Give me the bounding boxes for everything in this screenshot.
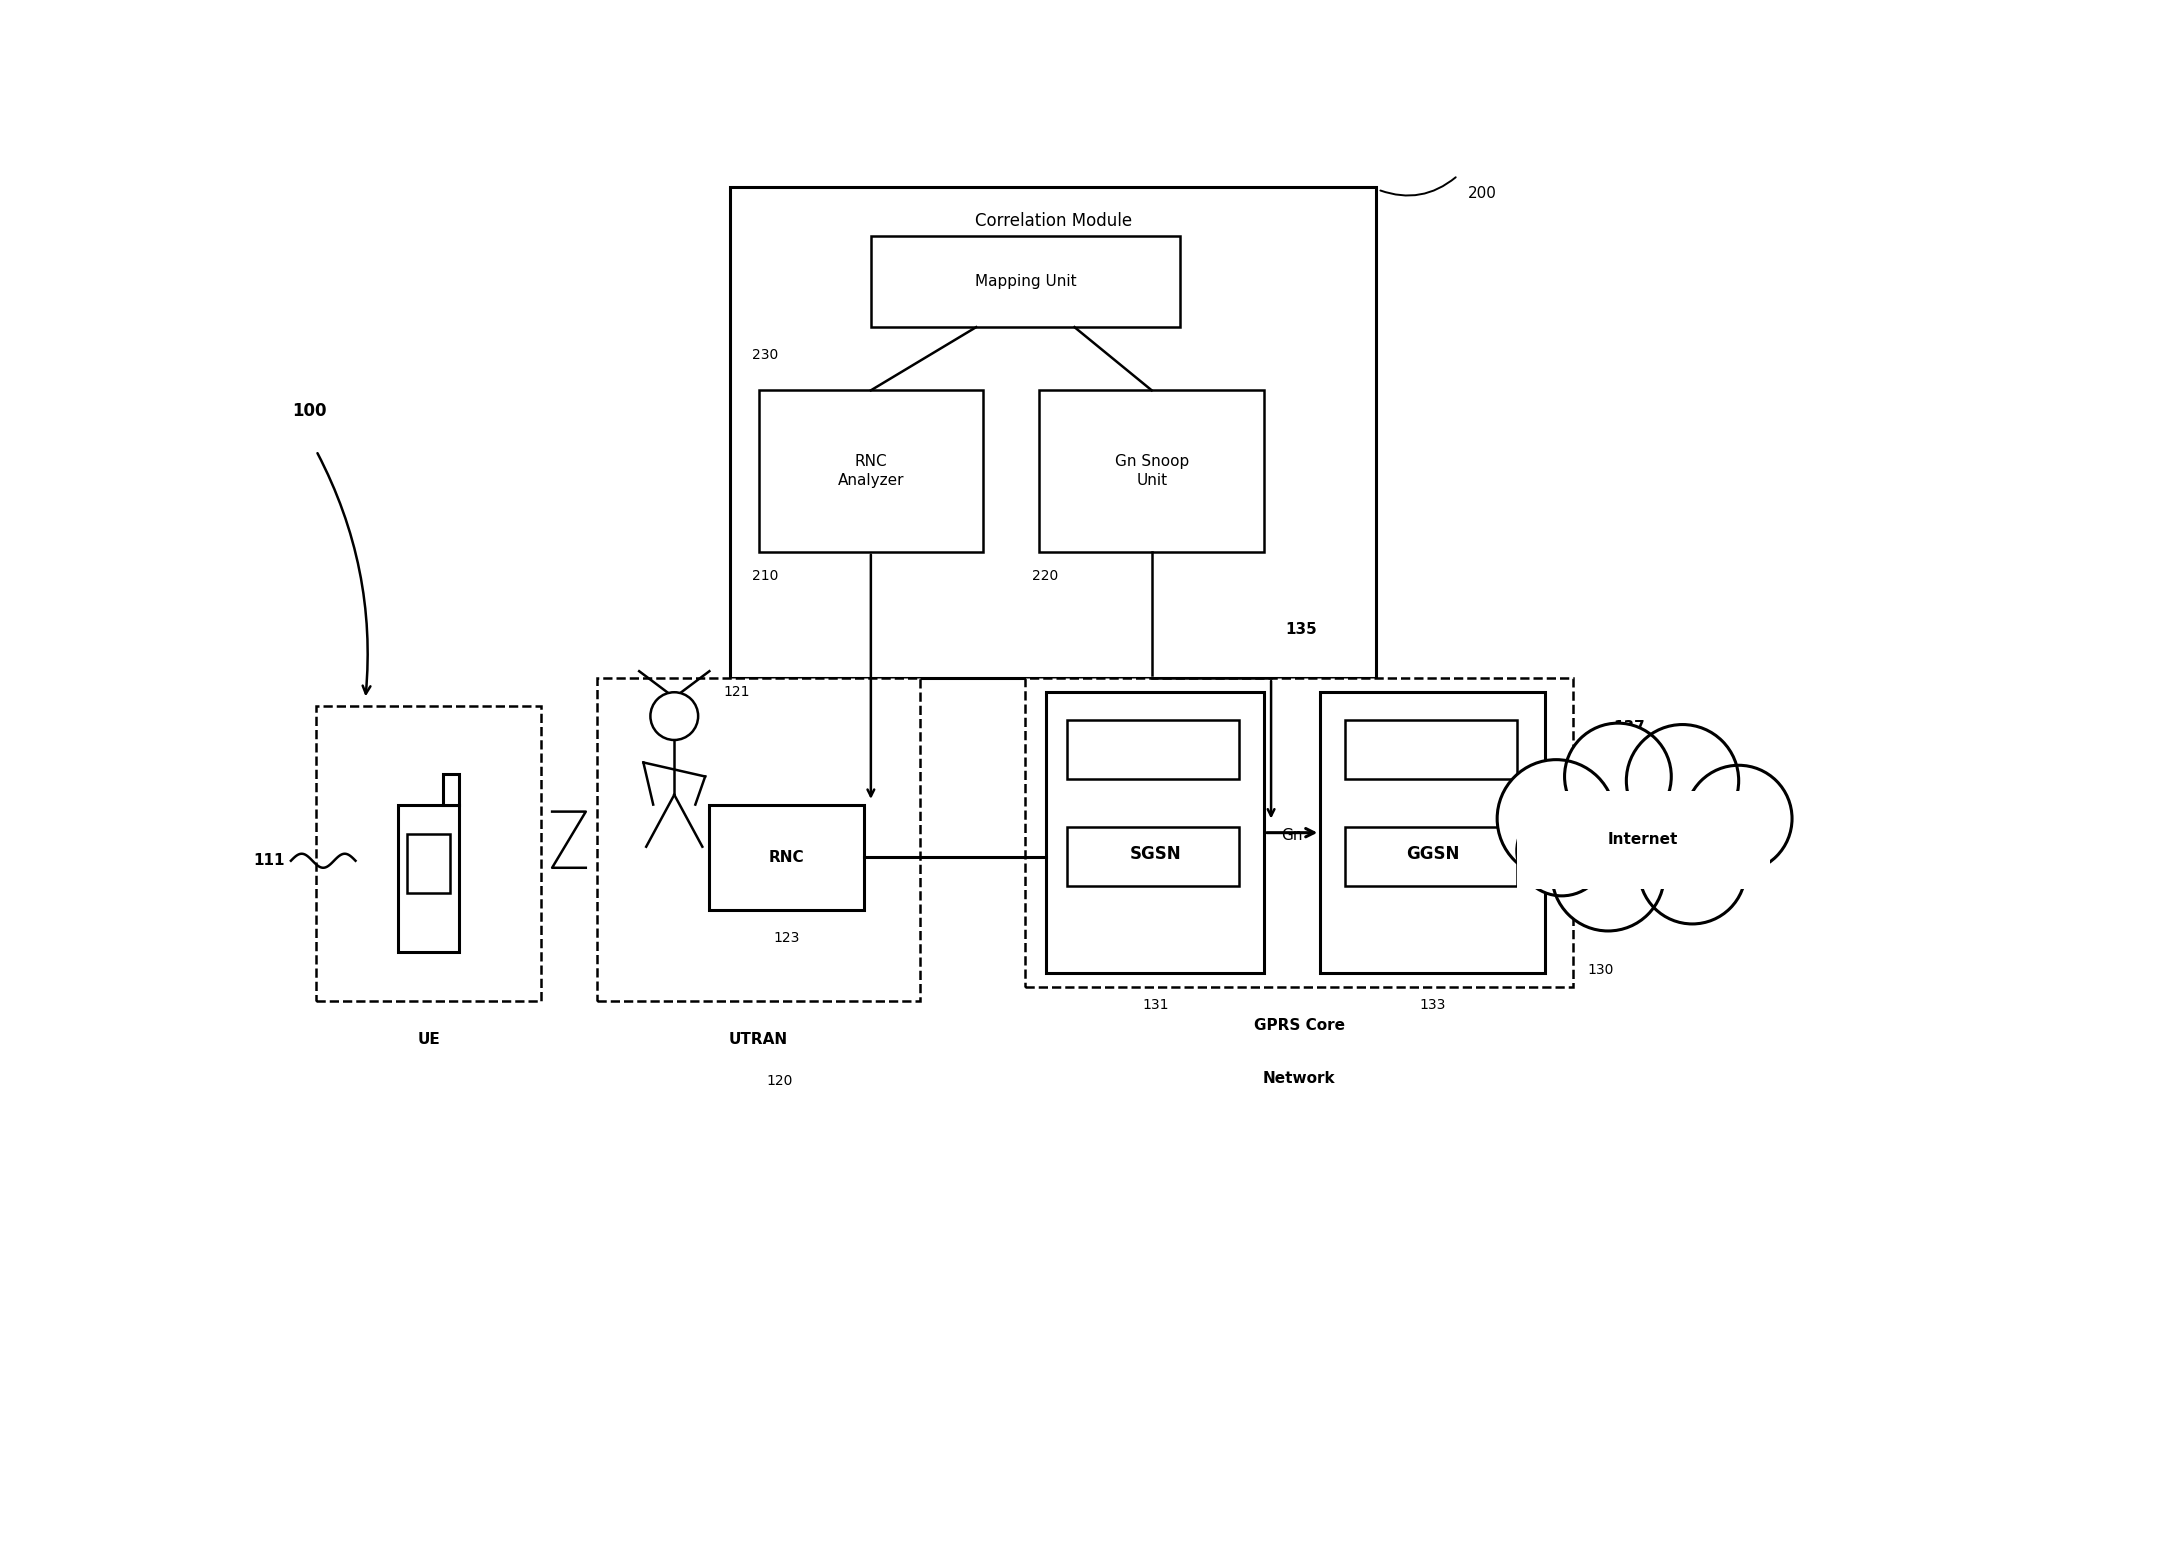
Text: 100: 100 [292, 402, 327, 421]
Text: 220: 220 [1032, 568, 1058, 582]
Text: Network: Network [1263, 1072, 1335, 1087]
Text: 137: 137 [1614, 721, 1646, 735]
Text: RNC: RNC [768, 849, 805, 865]
FancyBboxPatch shape [1025, 679, 1573, 988]
Text: 123: 123 [774, 930, 800, 944]
FancyBboxPatch shape [759, 390, 984, 551]
Text: Gn Snoop
Unit: Gn Snoop Unit [1114, 453, 1190, 489]
Circle shape [1516, 806, 1607, 896]
Circle shape [1627, 725, 1739, 837]
Text: 133: 133 [1419, 999, 1445, 1013]
FancyBboxPatch shape [398, 804, 459, 952]
Text: 230: 230 [751, 348, 779, 362]
FancyBboxPatch shape [407, 834, 450, 893]
FancyBboxPatch shape [316, 707, 541, 1002]
FancyBboxPatch shape [1040, 390, 1263, 551]
Text: 135: 135 [1285, 621, 1317, 637]
Text: Gi: Gi [1562, 800, 1577, 815]
Text: UE: UE [417, 1033, 439, 1047]
FancyBboxPatch shape [1047, 693, 1263, 974]
Text: 120: 120 [766, 1075, 794, 1089]
FancyBboxPatch shape [1319, 693, 1544, 974]
FancyBboxPatch shape [1516, 790, 1769, 888]
Text: Gn: Gn [1280, 828, 1302, 843]
Circle shape [1640, 817, 1746, 924]
Text: GPRS Core: GPRS Core [1255, 1019, 1345, 1033]
Text: 111: 111 [253, 853, 286, 868]
Text: Internet: Internet [1607, 832, 1678, 848]
Text: 130: 130 [1588, 963, 1614, 977]
FancyBboxPatch shape [731, 186, 1376, 679]
Circle shape [1564, 724, 1672, 829]
FancyBboxPatch shape [1345, 828, 1516, 887]
Text: Mapping Unit: Mapping Unit [976, 273, 1077, 289]
FancyBboxPatch shape [709, 804, 863, 910]
Text: GGSN: GGSN [1406, 845, 1460, 863]
FancyBboxPatch shape [1069, 828, 1239, 887]
FancyBboxPatch shape [1069, 721, 1239, 780]
Text: RNC
Analyzer: RNC Analyzer [837, 453, 904, 489]
Circle shape [1685, 766, 1793, 871]
Text: 210: 210 [751, 568, 779, 582]
FancyBboxPatch shape [597, 679, 919, 1002]
Text: SGSN: SGSN [1129, 845, 1181, 863]
Text: 131: 131 [1142, 999, 1168, 1013]
Circle shape [1551, 818, 1663, 930]
Text: 121: 121 [722, 685, 751, 699]
FancyBboxPatch shape [443, 773, 459, 804]
Text: Correlation Module: Correlation Module [976, 213, 1131, 230]
Text: UTRAN: UTRAN [729, 1033, 787, 1047]
FancyBboxPatch shape [1345, 721, 1516, 780]
Text: 200: 200 [1469, 186, 1497, 202]
Circle shape [1497, 759, 1616, 877]
FancyBboxPatch shape [872, 236, 1179, 328]
